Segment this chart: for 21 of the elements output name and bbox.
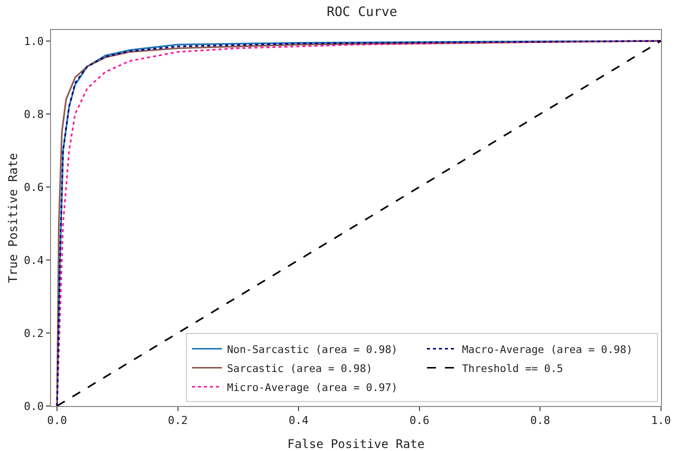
x-tick-label: 0.8 [530,414,550,428]
legend-label: Sarcastic (area = 0.98) [226,362,372,375]
chart-title: ROC Curve [326,4,398,20]
legend-label: Macro-Average (area = 0.98) [462,344,633,356]
legend-label: Non-Sarcastic (area = 0.98) [226,344,398,356]
x-tick-label: 0.6 [409,414,430,428]
x-tick-label: 1.0 [651,414,671,428]
y-tick-label: 0.2 [24,326,44,340]
y-tick-label: 0.4 [24,254,44,267]
y-tick-label: 0.6 [24,180,44,194]
y-tick-label: 0.0 [24,400,44,413]
x-axis-title: False Positive Rate [287,437,425,451]
y-tick-label: 0.8 [24,108,44,121]
line-series [56,40,661,406]
legend-label: Micro-Average (area = 0.97) [226,382,398,394]
x-tick-label: 0.2 [168,414,188,428]
y-axis-title: True Positive Rate [6,152,20,284]
y-tick-label: 1.0 [24,34,44,48]
x-tick-label: 0.0 [47,414,67,428]
x-tick-label: 0.4 [288,414,309,428]
legend-label: Threshold == 0.5 [462,362,564,375]
